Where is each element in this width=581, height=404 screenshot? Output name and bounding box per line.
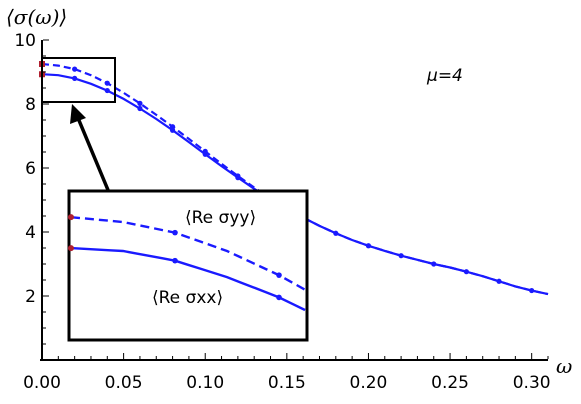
zoom-arrow-line (76, 117, 110, 191)
data-point-xx (398, 253, 404, 259)
data-point-xx (333, 230, 339, 236)
y-axis-title: ⟨σ(ω)⟩ (6, 5, 67, 29)
x-axis-title: ω (556, 354, 572, 378)
inset-label-xx: ⟨Re σxx⟩ (152, 288, 223, 308)
x-tick-label: 0.10 (186, 373, 224, 393)
inset-line-yy (70, 216, 306, 291)
inset-point-xx (172, 257, 178, 264)
inset-zero-marker-xx (68, 245, 74, 252)
data-point-yy (202, 148, 208, 154)
inset-zero-marker-yy (68, 214, 74, 221)
y-tick-label: 4 (25, 223, 36, 243)
y-tick-label: 8 (25, 95, 36, 115)
x-tick-label: 0.30 (513, 373, 551, 393)
y-tick-label: 10 (14, 31, 36, 51)
data-point-xx (104, 87, 110, 94)
x-tick-label: 0.20 (350, 373, 388, 393)
inset-content (68, 214, 306, 312)
data-point-xx (431, 261, 437, 267)
data-point-yy (169, 124, 176, 130)
data-point-xx (137, 105, 143, 112)
x-tick-label: 0.25 (431, 373, 469, 393)
inset-point-xx (276, 294, 282, 301)
y-ticks: 2 4 6 8 10 (14, 31, 49, 361)
zoom-box (41, 57, 116, 103)
inset-label-yy: ⟨Re σyy⟩ (185, 208, 256, 228)
data-point-xx (365, 243, 372, 249)
x-tick-label: 0.00 (23, 373, 61, 393)
inset-point-yy (172, 229, 178, 236)
data-point-xx (496, 278, 502, 284)
data-point-yy (104, 80, 110, 86)
y-tick-label: 6 (25, 159, 36, 179)
data-point-yy (137, 100, 143, 106)
inset-line-xx (70, 246, 306, 312)
x-tick-label: 0.05 (105, 373, 143, 393)
data-point-yy (72, 66, 78, 72)
data-point-yy (235, 173, 241, 179)
x-ticks: 0.00 0.05 0.10 0.15 0.20 0.25 0.30 (23, 353, 551, 393)
data-point-xx (529, 287, 535, 294)
y-tick-label: 2 (25, 287, 36, 307)
zoom-arrow-head (70, 104, 86, 124)
x-tick-label: 0.15 (268, 373, 306, 393)
data-point-xx (463, 269, 469, 275)
mu-annotation: μ=4 (426, 66, 463, 86)
data-point-xx (72, 75, 78, 81)
inset-point-yy (276, 272, 282, 278)
